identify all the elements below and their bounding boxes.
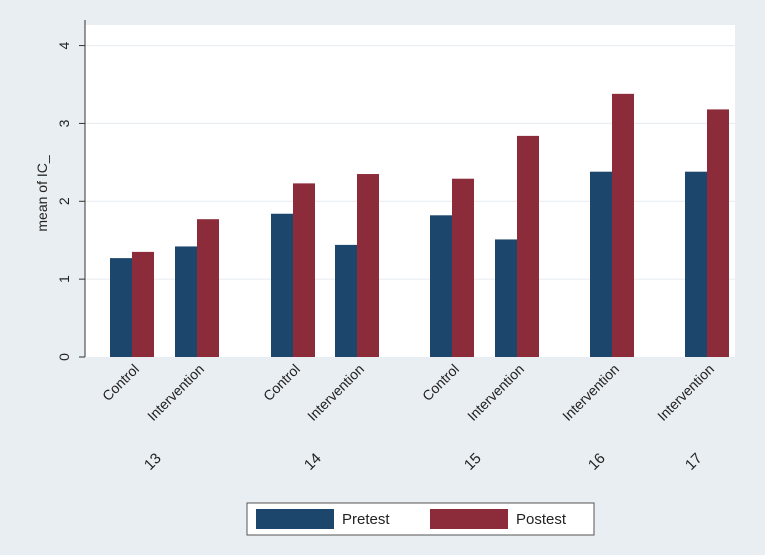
bar-pretest	[430, 215, 452, 357]
bar-postest	[132, 251, 154, 357]
y-axis-title: mean of IC_	[34, 155, 50, 231]
bar-postest	[612, 93, 634, 357]
legend-swatch	[256, 509, 334, 529]
y-tick-label: 3	[56, 119, 72, 127]
bar-pretest	[110, 258, 132, 357]
y-tick-label: 2	[56, 197, 72, 205]
bar-pretest	[175, 246, 197, 357]
bar-postest	[707, 109, 729, 358]
bar-pretest	[590, 171, 612, 357]
bar-pretest	[685, 171, 707, 357]
bar-postest	[197, 219, 219, 357]
bar-postest	[357, 174, 379, 357]
bar-postest	[517, 135, 539, 357]
bar-postest	[293, 183, 315, 357]
bar-pretest	[495, 239, 517, 357]
bar-pretest	[335, 244, 357, 357]
y-tick-label: 4	[56, 41, 72, 49]
bar-postest	[452, 178, 474, 357]
bar-pretest	[271, 213, 293, 357]
y-tick-label: 0	[56, 353, 72, 361]
legend-label: Postest	[516, 511, 567, 528]
legend-label: Pretest	[342, 511, 390, 528]
legend-swatch	[430, 509, 508, 529]
y-tick-label: 1	[56, 275, 72, 283]
